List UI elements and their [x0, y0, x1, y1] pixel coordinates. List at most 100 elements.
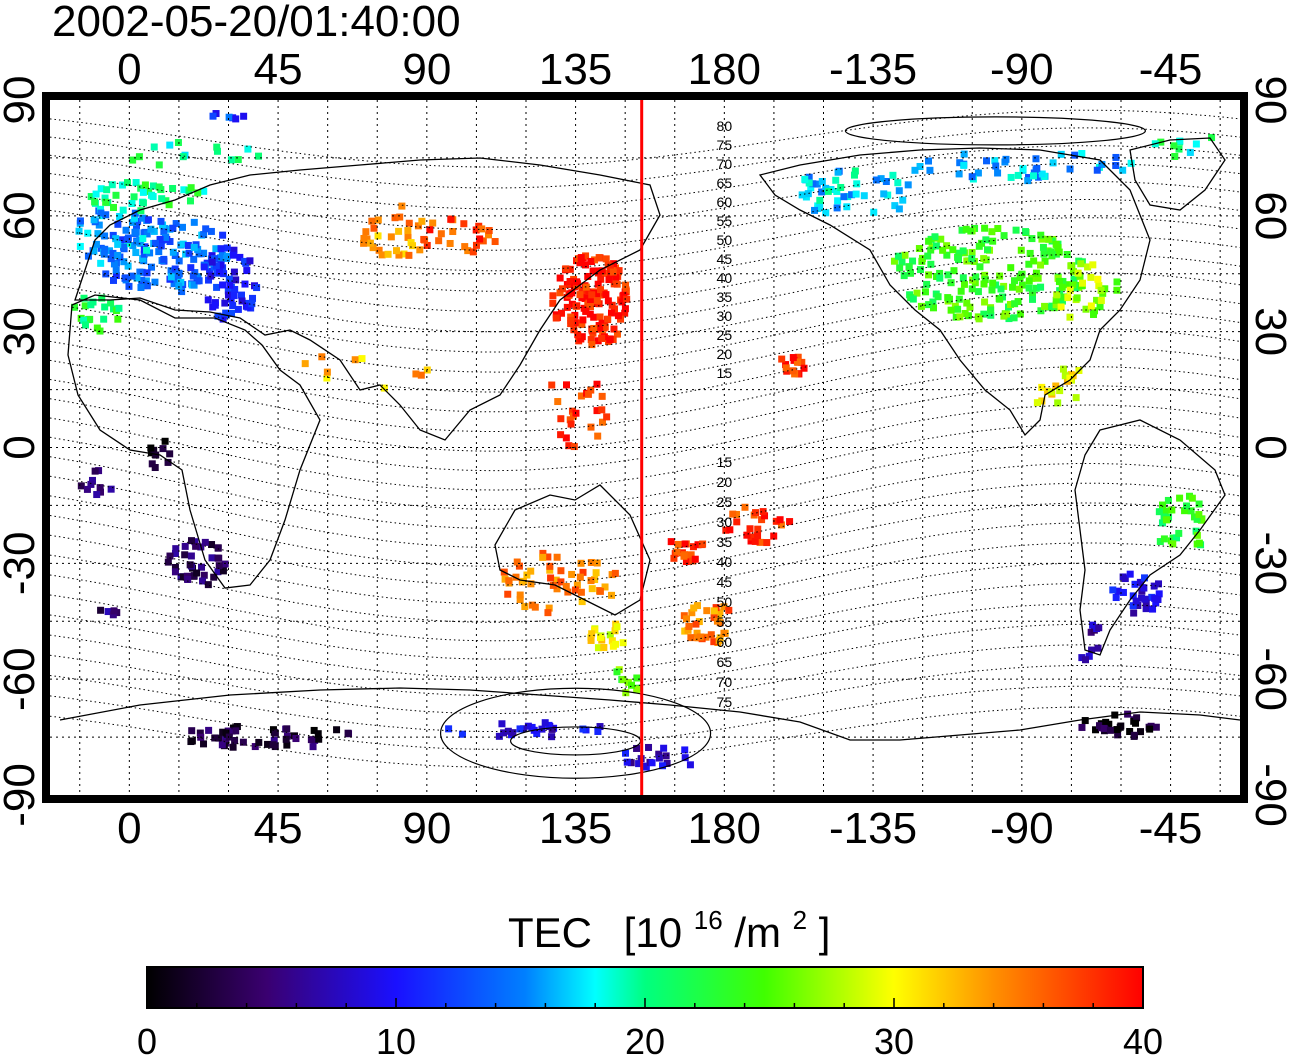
tec-dot: [200, 740, 208, 748]
tec-dot: [231, 285, 239, 293]
tec-dot: [621, 305, 629, 313]
tec-dot: [472, 226, 480, 234]
tec-dot: [603, 413, 611, 421]
tec-dot: [239, 738, 247, 746]
tec-dot: [461, 243, 469, 251]
tec-dot: [314, 730, 322, 738]
tec-dot: [1018, 281, 1026, 289]
tec-dot: [608, 637, 616, 645]
tec-dot: [101, 232, 109, 240]
tec-dot: [391, 214, 399, 222]
tec-dot: [848, 191, 856, 199]
tec-dot: [621, 309, 629, 317]
tec-dot: [635, 760, 643, 768]
colorbar-unit-exponent: 16: [694, 905, 723, 935]
tec-dot: [516, 725, 524, 733]
tec-dot: [418, 217, 426, 225]
tec-dot: [93, 491, 101, 499]
tec-dot: [593, 407, 601, 415]
tec-dot: [135, 153, 143, 161]
tec-dot: [954, 256, 962, 264]
tec-dot: [212, 262, 220, 270]
tec-dot: [1052, 382, 1060, 390]
tec-dot: [906, 269, 914, 277]
tec-dot: [214, 554, 222, 562]
tec-dot: [181, 542, 189, 550]
tec-dot: [716, 609, 724, 617]
tec-dot: [844, 193, 852, 201]
tec-dot: [140, 250, 148, 258]
tec-dot: [1175, 145, 1183, 153]
tec-dot: [378, 251, 386, 259]
tec-dot: [114, 251, 122, 259]
tec-dot: [1032, 269, 1040, 277]
tec-dot: [1175, 529, 1183, 537]
tec-dot: [139, 199, 147, 207]
tec-dot: [185, 249, 193, 257]
tec-dot: [763, 539, 771, 547]
contour-line: [50, 309, 1240, 393]
tec-dot: [1033, 164, 1041, 172]
tec-dot: [607, 309, 615, 317]
tec-dot: [587, 297, 595, 305]
tec-dot: [959, 274, 967, 282]
tec-dot: [491, 238, 499, 246]
tec-dot: [896, 264, 904, 272]
tec-dot: [128, 218, 136, 226]
contour-label: 55: [717, 614, 733, 630]
tec-dot: [138, 276, 146, 284]
top-lon-tick-label: 180: [688, 45, 761, 94]
tec-dot: [772, 517, 780, 525]
left-lat-tick-label: -30: [0, 532, 44, 596]
tec-dot: [76, 242, 84, 250]
tec-dot: [370, 224, 378, 232]
tec-dot: [818, 188, 826, 196]
left-latitude-axis: 90 60 30 0 -30 -60 -90: [0, 76, 44, 827]
tec-dot: [270, 736, 278, 744]
tec-dot: [109, 611, 117, 619]
tec-dot: [232, 727, 240, 735]
tec-dot: [1193, 531, 1201, 539]
tec-dot: [994, 225, 1002, 233]
tec-dot: [143, 230, 151, 238]
tec-dot: [1025, 260, 1033, 268]
tec-dot: [860, 192, 868, 200]
tec-dot: [1129, 602, 1137, 610]
tec-dot: [904, 181, 912, 189]
tec-dot: [1176, 494, 1184, 502]
tec-dot: [733, 518, 741, 526]
tec-dot: [566, 265, 574, 273]
tec-dot: [165, 201, 173, 209]
tec-dot: [124, 262, 132, 270]
tec-dot: [1168, 506, 1176, 514]
tec-dot: [162, 197, 170, 205]
left-lat-tick-label: 30: [0, 307, 44, 356]
tec-dot: [92, 240, 100, 248]
tec-dot: [932, 242, 940, 250]
tec-dot: [1012, 226, 1020, 234]
tec-dot: [509, 729, 517, 737]
tec-dot: [541, 719, 549, 727]
tec-dot: [573, 278, 581, 286]
tec-dot: [946, 295, 954, 303]
tec-dot: [190, 218, 198, 226]
tec-dot: [582, 261, 590, 269]
tec-dot: [120, 243, 128, 251]
tec-dot: [805, 179, 813, 187]
tec-dot: [1081, 717, 1089, 725]
tec-dot: [598, 319, 606, 327]
tec-dot: [552, 576, 560, 584]
tec-dot: [161, 437, 169, 445]
tec-dot: [212, 245, 220, 253]
tec-dot: [169, 224, 177, 232]
tec-dot: [1049, 159, 1057, 167]
tec-dot: [554, 398, 562, 406]
tec-dot: [513, 558, 521, 566]
tec-dot: [195, 250, 203, 258]
tec-dot: [980, 255, 988, 263]
top-lon-tick-label: 0: [117, 45, 141, 94]
tec-dot: [1142, 599, 1150, 607]
tec-dot: [178, 288, 186, 296]
tec-dot: [981, 298, 989, 306]
tec-dot: [980, 280, 988, 288]
